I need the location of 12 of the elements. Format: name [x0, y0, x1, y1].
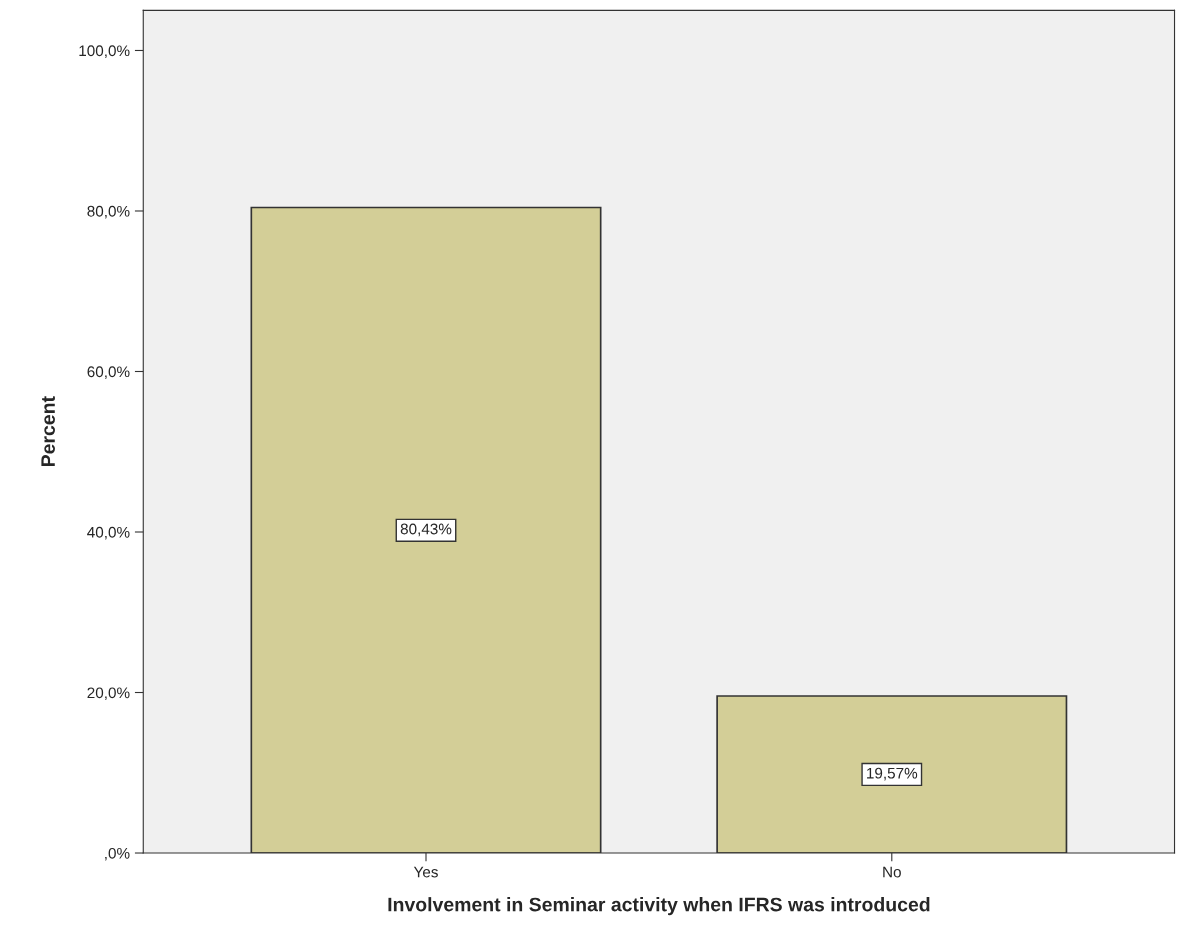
y-tick-label: 80,0%: [87, 205, 130, 219]
y-tick-label: 60,0%: [87, 366, 130, 379]
data-label: 19,57%: [867, 767, 918, 781]
data-label: 80,43%: [400, 523, 452, 537]
y-tick-label: 20,0%: [87, 687, 130, 700]
y-tick-label: ,0%: [105, 847, 130, 861]
y-axis-title: Percent: [41, 396, 55, 467]
x-tick-label: Yes: [413, 866, 438, 878]
x-tick-label: No: [883, 866, 901, 878]
y-tick-label: 40,0%: [87, 526, 130, 540]
x-axis-title: Involvement in Seminar activity when IFRS was introduced: [388, 897, 930, 916]
y-tick-label: 100,0%: [79, 45, 130, 58]
